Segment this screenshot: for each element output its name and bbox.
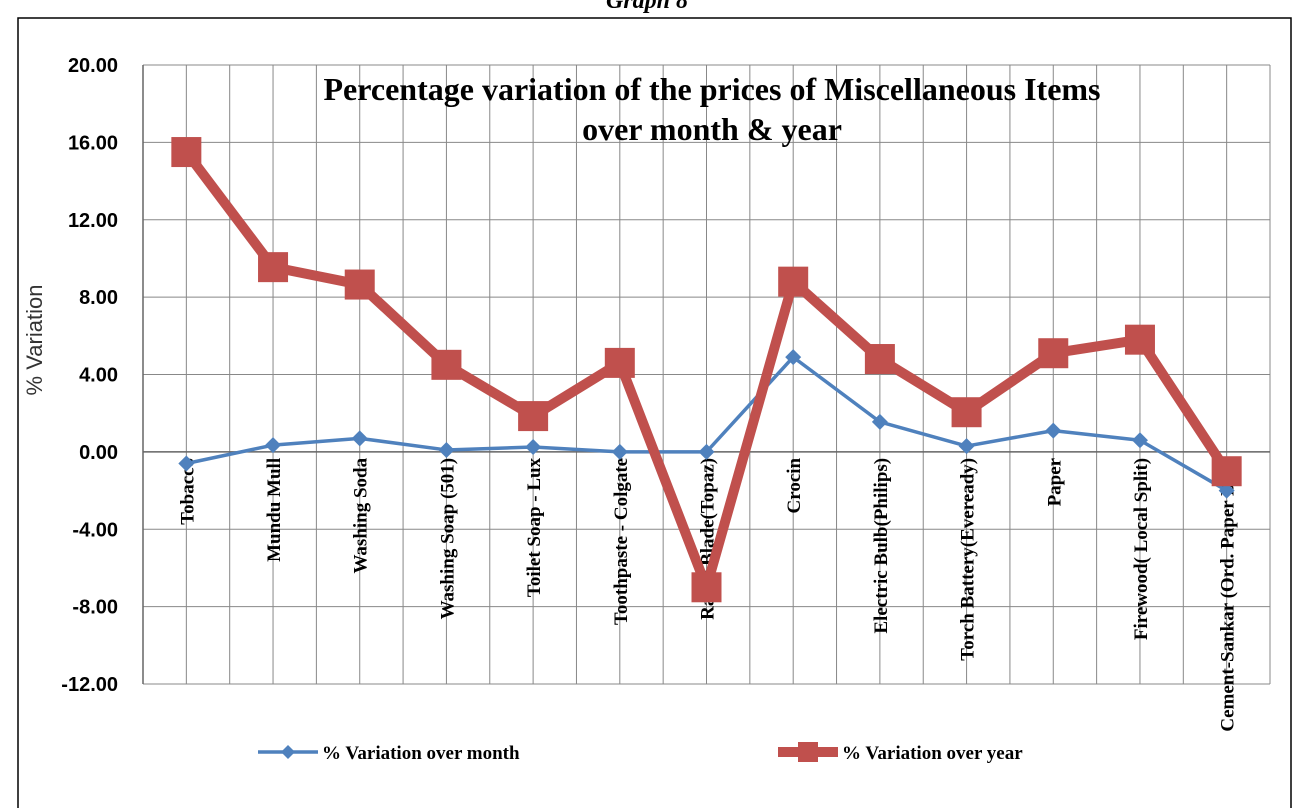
point <box>951 397 982 428</box>
y-axis-label: % Variation <box>22 285 47 396</box>
point <box>1218 482 1235 499</box>
point <box>611 443 628 460</box>
x-tick-label: Tobacco <box>177 458 198 525</box>
y-tick-label: 0.00 <box>79 442 118 464</box>
point <box>171 137 202 168</box>
x-tick-label: Mundu Mull <box>264 458 285 562</box>
y-tick-label: 16.00 <box>68 132 118 154</box>
legend-label: % Variation over month <box>322 743 520 764</box>
point <box>525 439 542 456</box>
point <box>438 441 455 458</box>
point <box>698 443 715 460</box>
point <box>778 266 809 297</box>
point <box>691 572 722 603</box>
point <box>958 438 975 455</box>
point <box>785 349 802 366</box>
x-tick-label: Toilet Soap - Lux <box>524 457 545 597</box>
caption: Graph 8 <box>606 0 688 14</box>
x-tick-label: Toothpaste - Colgate <box>611 458 632 625</box>
point <box>1131 432 1148 449</box>
point <box>178 455 195 472</box>
x-tick-label: Cement-Sankar (Ord. Paper Bag) <box>1218 458 1239 732</box>
x-tick-label: Paper <box>1044 457 1065 506</box>
y-tick-label: 4.00 <box>79 365 118 387</box>
y-tick-label: -8.00 <box>72 597 118 619</box>
point <box>871 413 888 430</box>
x-tick-label: Crocin <box>784 457 805 513</box>
y-tick-label: 20.00 <box>68 55 118 77</box>
point <box>344 269 375 300</box>
chart-border <box>17 17 1292 808</box>
point <box>864 344 895 375</box>
point <box>431 349 462 380</box>
legend-marker <box>798 742 818 762</box>
y-tick-label: 8.00 <box>79 287 118 309</box>
point <box>1045 422 1062 439</box>
point <box>1038 338 1069 369</box>
point <box>518 401 549 432</box>
x-tick-label: Electric Bulb(Philips) <box>871 458 892 634</box>
x-tick-label: Washing Soap (501) <box>437 458 458 620</box>
point <box>1211 456 1242 487</box>
point <box>604 347 635 378</box>
x-tick-label: Firewood( Local Split) <box>1131 458 1152 640</box>
chart-title: Percentage variation of the prices of Mi… <box>324 71 1101 107</box>
point <box>258 252 289 283</box>
legend-marker <box>281 745 295 759</box>
point <box>1124 324 1155 355</box>
point <box>265 437 282 454</box>
y-tick-label: -4.00 <box>72 519 118 541</box>
x-tick-label: Washing Soda <box>351 457 372 573</box>
x-tick-label: Torch Battery(Eveready) <box>958 458 979 661</box>
y-tick-label: 12.00 <box>68 210 118 232</box>
legend-label: % Variation over year <box>842 743 1023 764</box>
point <box>351 430 368 447</box>
y-tick-label: -12.00 <box>61 674 118 696</box>
chart-title: over month & year <box>582 111 842 147</box>
